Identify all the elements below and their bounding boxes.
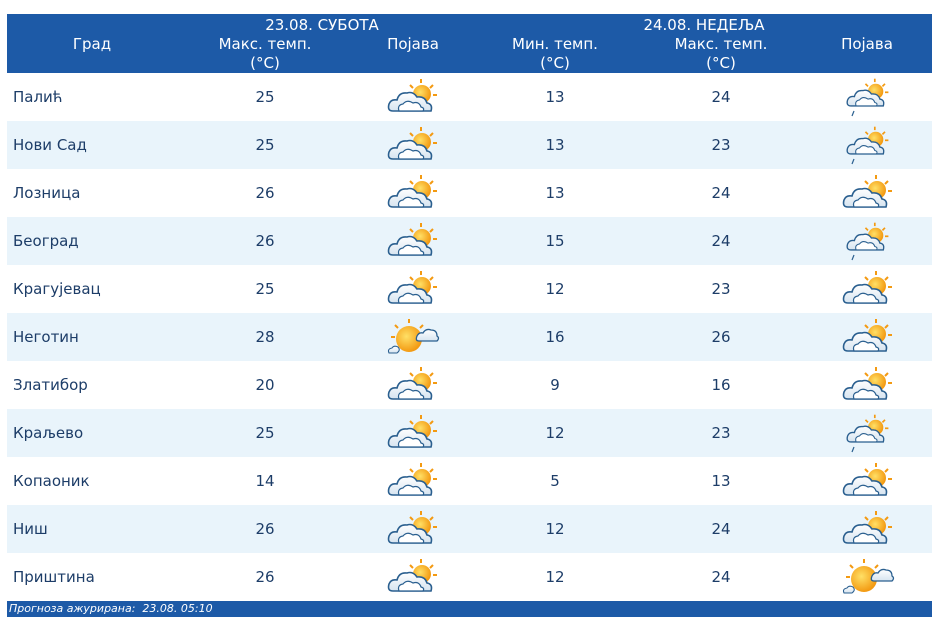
column-heading: Мин. темп. (°C) [512, 35, 598, 72]
table-row: Неготин 28 16 26 [7, 313, 932, 361]
weather-icon [840, 221, 896, 261]
min-temp: 9 [550, 376, 560, 394]
max-temp: 13 [711, 472, 731, 490]
weather-icon [387, 462, 438, 496]
city-name: Ниш [13, 520, 48, 538]
city-name: Златибор [13, 376, 88, 394]
table-row: Копаоник 14 5 13 [7, 457, 932, 505]
table-row: Лозница 26 13 24 [7, 169, 932, 217]
table-row: Београд 26 15 24 [7, 217, 932, 265]
forecast-table: 23.08. СУБОТА 24.08. НЕДЕЉА Град Макс. т… [7, 14, 932, 618]
table-row: Краљево 25 12 23 [7, 409, 932, 457]
min-temp: 12 [545, 424, 565, 442]
weather-icon [840, 125, 896, 165]
weather-icon [842, 318, 893, 352]
column-heading: Појава [841, 35, 893, 53]
max-temp: 24 [711, 184, 731, 202]
weather-icon [840, 77, 896, 117]
table-row: Нови Сад 25 13 23 [7, 121, 932, 169]
header-bar: 23.08. СУБОТА 24.08. НЕДЕЉА Град Макс. т… [7, 14, 932, 73]
max-temp: 25 [255, 280, 275, 298]
footer-note: Прогноза ажурирана: 23.08. 05:10 [7, 601, 932, 617]
max-temp: 26 [255, 184, 275, 202]
max-temp: 16 [711, 376, 731, 394]
min-temp: 13 [545, 136, 565, 154]
weather-icon [387, 78, 438, 112]
weather-icon [387, 510, 438, 544]
table-row: Палић 25 13 24 [7, 73, 932, 121]
max-temp: 14 [255, 472, 275, 490]
column-heading: Појава [387, 35, 439, 53]
weather-icon [842, 510, 893, 544]
day-heading: 24.08. НЕДЕЉА [643, 16, 765, 34]
max-temp: 26 [255, 520, 275, 538]
column-heading: Град [72, 35, 112, 53]
min-temp: 13 [545, 184, 565, 202]
table-row: Приштина 26 12 24 [7, 553, 932, 601]
max-temp: 25 [255, 88, 275, 106]
min-temp: 13 [545, 88, 565, 106]
weather-icon [842, 558, 895, 594]
weather-icon [387, 270, 438, 304]
max-temp: 25 [255, 136, 275, 154]
weather-icon [840, 413, 896, 453]
weather-icon [387, 174, 438, 208]
max-temp: 26 [255, 568, 275, 586]
min-temp: 12 [545, 280, 565, 298]
weather-icon [842, 174, 893, 208]
city-name: Београд [13, 232, 79, 250]
city-name: Неготин [13, 328, 79, 346]
weather-icon [387, 366, 438, 400]
weather-icon [387, 222, 438, 256]
city-name: Краљево [13, 424, 84, 442]
city-name: Приштина [13, 568, 95, 586]
weather-icon [387, 318, 440, 354]
city-name: Крагујевац [13, 280, 101, 298]
city-name: Палић [13, 88, 63, 106]
max-temp: 20 [255, 376, 275, 394]
max-temp: 25 [255, 424, 275, 442]
column-heading: Макс. темп. (°C) [674, 35, 768, 72]
weather-icon [842, 462, 893, 496]
max-temp: 23 [711, 136, 731, 154]
max-temp: 23 [711, 280, 731, 298]
min-temp: 15 [545, 232, 565, 250]
max-temp: 26 [711, 328, 731, 346]
min-temp: 12 [545, 568, 565, 586]
max-temp: 26 [255, 232, 275, 250]
min-temp: 5 [550, 472, 560, 490]
max-temp: 28 [255, 328, 275, 346]
city-name: Копаоник [13, 472, 90, 490]
max-temp: 24 [711, 568, 731, 586]
table-row: Крагујевац 25 12 23 [7, 265, 932, 313]
day-heading: 23.08. СУБОТА [265, 16, 379, 34]
weather-icon [387, 414, 438, 448]
column-heading: Макс. темп. (°C) [218, 35, 312, 72]
min-temp: 16 [545, 328, 565, 346]
max-temp: 24 [711, 520, 731, 538]
max-temp: 24 [711, 232, 731, 250]
weather-icon [842, 366, 893, 400]
weather-icon [387, 558, 438, 592]
max-temp: 24 [711, 88, 731, 106]
weather-icon [387, 126, 438, 160]
weather-icon [842, 270, 893, 304]
table-row: Ниш 26 12 24 [7, 505, 932, 553]
city-name: Лозница [13, 184, 81, 202]
city-name: Нови Сад [13, 136, 87, 154]
max-temp: 23 [711, 424, 731, 442]
table-row: Златибор 20 9 16 [7, 361, 932, 409]
min-temp: 12 [545, 520, 565, 538]
